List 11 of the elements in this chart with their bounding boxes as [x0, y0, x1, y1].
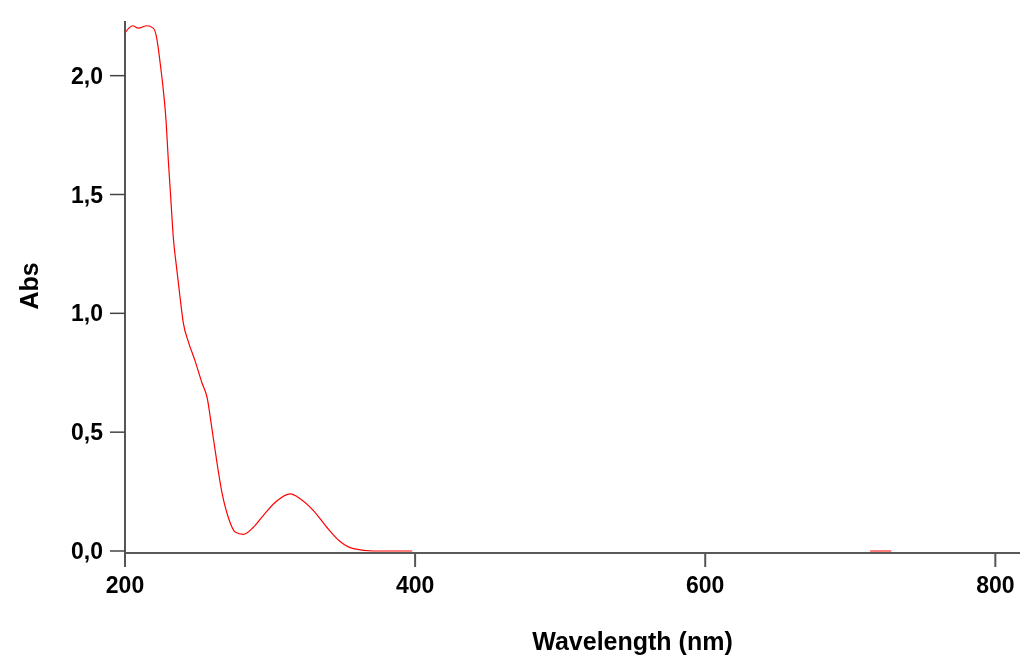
y-tick-label: 2,0	[71, 62, 103, 89]
x-axis-title: Wavelength (nm)	[532, 627, 733, 655]
y-tick-label: 1,5	[71, 181, 104, 208]
y-tick-label: 0,0	[71, 538, 103, 565]
x-tick-label: 800	[976, 572, 1015, 598]
y-tick-label: 0,5	[71, 419, 104, 446]
y-tick-label: 1,0	[71, 300, 103, 327]
y-axis-title: Abs	[15, 262, 43, 310]
x-tick-label: 600	[686, 572, 725, 598]
x-tick-label: 200	[105, 572, 145, 598]
x-tick-label: 400	[395, 572, 435, 598]
